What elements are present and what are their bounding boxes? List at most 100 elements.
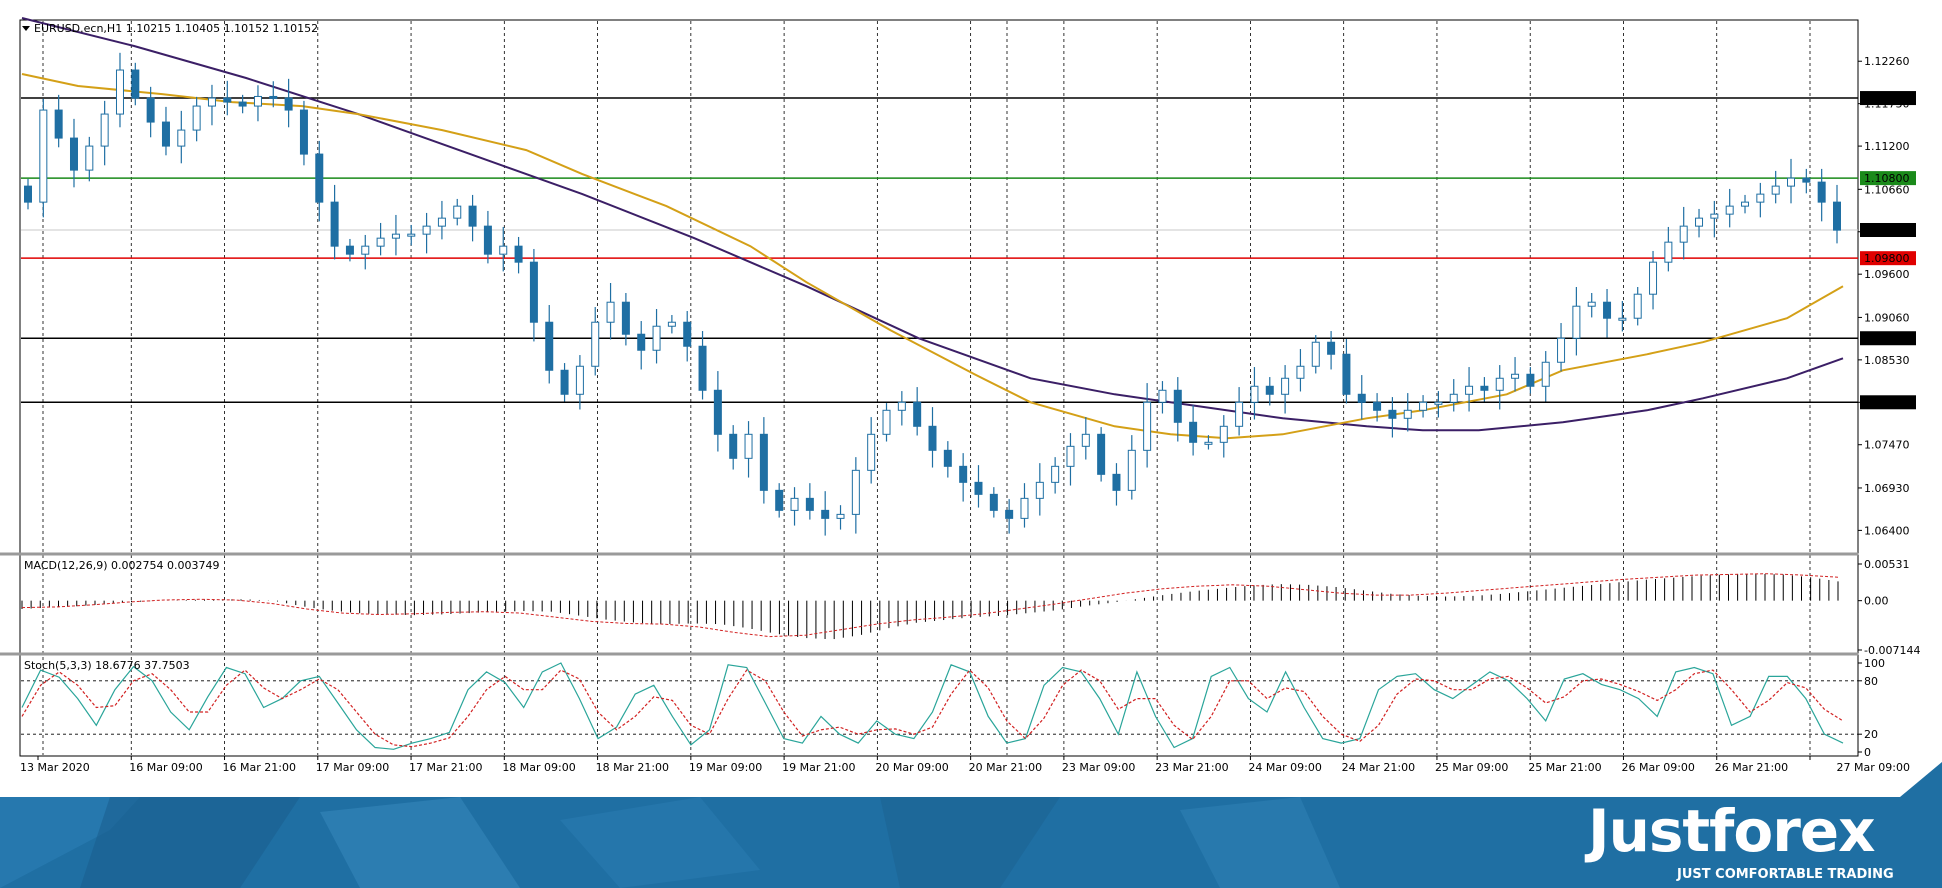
candle-body xyxy=(1005,509,1014,519)
candle-body xyxy=(345,245,354,255)
candle-body xyxy=(928,425,937,451)
date-label: 19 Mar 21:00 xyxy=(782,761,855,774)
candle-body xyxy=(391,233,400,239)
level-tag-box xyxy=(1860,91,1916,106)
candle-body xyxy=(468,205,477,227)
candle-body xyxy=(177,129,186,147)
candle-body xyxy=(1557,337,1566,363)
footer-shape xyxy=(80,797,300,888)
candle-body xyxy=(100,113,109,147)
candle-body xyxy=(1526,373,1535,387)
candle-body xyxy=(483,225,492,255)
candle-body xyxy=(24,185,32,203)
macd-signal-line xyxy=(21,573,1839,638)
candle-body xyxy=(1250,385,1259,403)
candle-body xyxy=(131,69,140,99)
candle-body xyxy=(1373,401,1382,411)
price-tick-label: 1.06930 xyxy=(1864,482,1910,495)
candle-body xyxy=(161,121,170,147)
candle-body xyxy=(1403,409,1412,419)
candle-body xyxy=(1434,401,1443,405)
candle-body xyxy=(529,261,538,323)
brand-name: Justforex xyxy=(1584,797,1875,865)
candle-body xyxy=(713,389,722,435)
candle-body xyxy=(882,409,891,435)
level-tag-label: 1.08000 xyxy=(1864,396,1910,409)
stoch-tick-label: 100 xyxy=(1864,657,1885,670)
date-label: 17 Mar 21:00 xyxy=(409,761,482,774)
candle-body xyxy=(683,321,692,347)
level-tag-label: 1.09800 xyxy=(1864,252,1910,265)
candle-body xyxy=(330,201,339,247)
candle-body xyxy=(1756,193,1765,203)
candle-body xyxy=(1710,213,1719,219)
candle-body xyxy=(790,497,799,511)
date-label: 20 Mar 21:00 xyxy=(969,761,1042,774)
candle-body xyxy=(437,217,446,227)
candle-body xyxy=(1695,217,1704,227)
candle-body xyxy=(207,97,216,107)
candle-body xyxy=(192,105,201,131)
candle-body xyxy=(39,109,48,203)
candle-body xyxy=(1097,433,1106,475)
candle-body xyxy=(959,465,968,483)
date-label: 23 Mar 09:00 xyxy=(1062,761,1135,774)
candles xyxy=(24,52,1841,536)
date-axis: 13 Mar 2020 16 Mar 09:00 16 Mar 21:00 17 Ma… xyxy=(20,756,1910,774)
candle-body xyxy=(1112,473,1121,491)
candle-body xyxy=(69,137,78,171)
candle-body xyxy=(775,489,784,511)
candle-body xyxy=(1802,177,1811,183)
date-label: 16 Mar 21:00 xyxy=(223,761,296,774)
level-tags: 1.11800 1.10800 1.10152 1.09800 1.08800 1.080… xyxy=(1860,91,1916,410)
candle-body xyxy=(514,245,523,263)
candle-body xyxy=(361,245,370,255)
pane-borders xyxy=(0,19,1859,757)
candle-body xyxy=(1189,421,1198,443)
candle-body xyxy=(729,433,738,459)
candle-body xyxy=(1311,341,1320,367)
candle-body xyxy=(836,513,845,519)
level-tag-label: 1.10800 xyxy=(1864,172,1910,185)
candle-body xyxy=(1541,361,1550,387)
price-tick-label: 1.09060 xyxy=(1864,311,1910,324)
collapse-triangle-icon[interactable] xyxy=(22,26,30,31)
date-label: 26 Mar 09:00 xyxy=(1621,761,1694,774)
candle-body xyxy=(422,225,431,235)
price-tick-label: 1.08530 xyxy=(1864,354,1910,367)
stoch-tick-label: 80 xyxy=(1864,675,1878,688)
candle-body xyxy=(867,433,876,471)
candle-body xyxy=(913,401,922,427)
candle-body xyxy=(1204,441,1213,445)
candle-body xyxy=(1158,389,1167,403)
stoch-signal-line xyxy=(21,669,1844,748)
candle-body xyxy=(560,369,569,395)
candle-body xyxy=(269,95,278,99)
candle-body xyxy=(1664,241,1673,263)
candle-body xyxy=(1833,201,1841,231)
candle-body xyxy=(85,145,94,171)
candle-body xyxy=(1281,377,1290,395)
footer-banner: Justforex JUST COMFORTABLE TRADING xyxy=(0,762,1942,888)
candle-body xyxy=(1649,261,1658,295)
candle-body xyxy=(1173,389,1182,423)
candle-body xyxy=(1127,449,1136,491)
candle-body xyxy=(805,497,814,511)
level-tag-box xyxy=(1860,222,1916,237)
brand-tagline: JUST COMFORTABLE TRADING xyxy=(1676,867,1894,882)
candle-body xyxy=(667,321,676,327)
candle-body xyxy=(545,321,554,371)
candle-body xyxy=(606,301,615,323)
level-tag-label: 1.10152 xyxy=(1864,224,1910,237)
candle-body xyxy=(1771,185,1780,195)
candle-body xyxy=(1449,393,1458,403)
candle-body xyxy=(974,481,983,495)
candle-body xyxy=(238,101,247,107)
price-tick-label: 1.06400 xyxy=(1864,524,1910,537)
candle-body xyxy=(1296,365,1305,379)
candle-body xyxy=(1633,293,1642,319)
macd-tick-label: 0.00 xyxy=(1864,595,1889,608)
candle-body xyxy=(1066,445,1075,467)
candle-body xyxy=(1265,385,1274,395)
